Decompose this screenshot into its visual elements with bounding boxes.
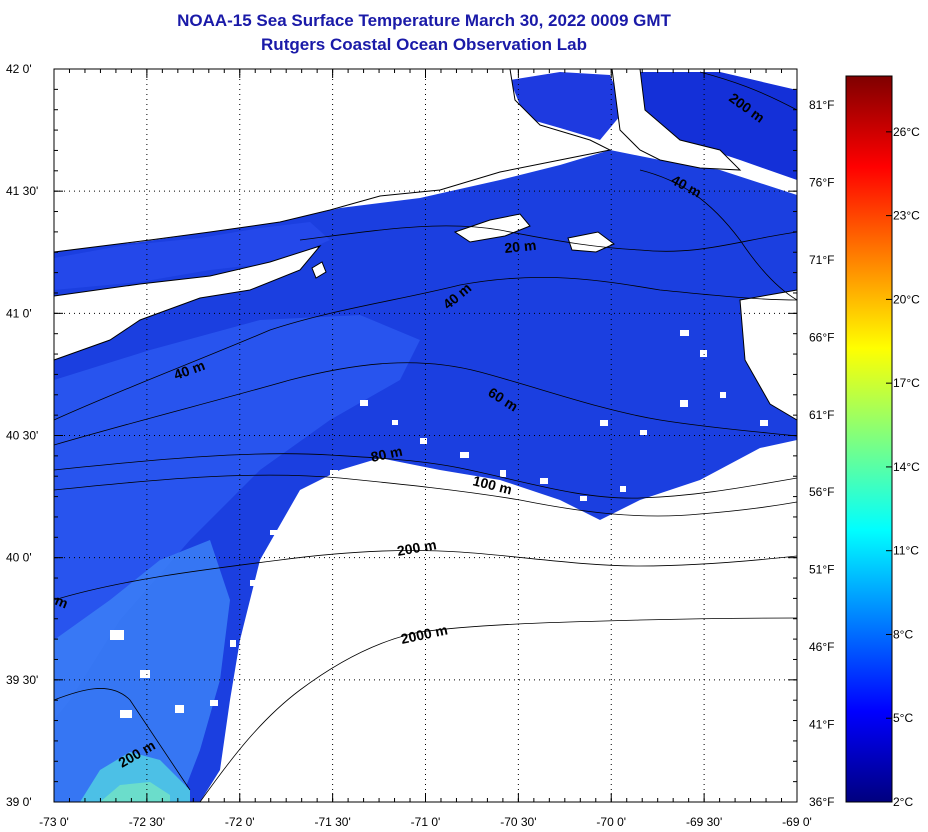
land-connecticut xyxy=(53,68,612,253)
contour-40m xyxy=(54,277,797,421)
landmass xyxy=(53,68,798,421)
fahrenheit-tick-label: 76°F xyxy=(809,175,834,189)
map-title: NOAA-15 Sea Surface Temperature March 30… xyxy=(177,11,671,30)
lon-tick-label: -72 0' xyxy=(225,815,255,829)
colorbar-tick-label: 5°C xyxy=(893,711,913,725)
colorbar xyxy=(845,75,893,803)
lon-tick-label: -69 30' xyxy=(686,815,722,829)
land-cape-cod xyxy=(611,68,742,171)
sst-warm-corner-2 xyxy=(100,782,170,802)
fahrenheit-ticks: 81°F 76°F 71°F 66°F 61°F 56°F 51°F 46°F 41°F 36°F xyxy=(809,98,834,809)
lat-tick-label: 41 30' xyxy=(6,184,38,198)
lon-tick-label: -73 0' xyxy=(39,815,69,829)
contour-200m xyxy=(54,550,797,601)
colorbar-tick-label: 2°C xyxy=(893,795,913,809)
fahrenheit-tick-label: 81°F xyxy=(809,98,834,112)
contour-40m-ne xyxy=(639,169,797,301)
fahrenheit-tick-label: 51°F xyxy=(809,563,834,577)
contour-80m xyxy=(54,453,797,499)
land-block-island xyxy=(311,261,327,279)
contour-label-80m: 80 m xyxy=(369,443,404,465)
colorbar-tick-label: 17°C xyxy=(893,376,920,390)
contour-200m-sw xyxy=(54,688,191,791)
lon-tick-label: -69 0' xyxy=(782,815,812,829)
fahrenheit-tick-label: 41°F xyxy=(809,718,834,732)
contour-label-200m: 200 m xyxy=(396,536,438,559)
fahrenheit-tick-label: 46°F xyxy=(809,640,834,654)
lon-tick-label: -71 0' xyxy=(411,815,441,829)
sst-warm-corner xyxy=(80,752,190,802)
lat-tick-label: 41 0' xyxy=(6,306,32,320)
colorbar-tick-label: 11°C xyxy=(893,544,919,558)
contour-200m-ne xyxy=(699,71,797,111)
land-gulf-of-maine-east xyxy=(739,289,798,421)
contour-label-20m: 20 m xyxy=(504,237,537,256)
colorbar-tick-label: 20°C xyxy=(893,292,920,306)
fahrenheit-tick-label: 66°F xyxy=(809,330,834,344)
land-long-island xyxy=(53,245,322,361)
colorbar-tick-label: 23°C xyxy=(893,209,920,223)
colorbar-tick-label: 14°C xyxy=(893,460,920,474)
lat-tick-label: 39 0' xyxy=(6,795,32,809)
fahrenheit-tick-label: 61°F xyxy=(809,408,834,422)
contour-2000m xyxy=(199,617,797,802)
longitude-ticks: -73 0' -72 30' -72 0' -71 30' -71 0' -70 30' -… xyxy=(39,69,812,829)
lat-tick-label: 40 0' xyxy=(6,551,32,565)
contour-60m xyxy=(54,362,797,446)
contour-20m xyxy=(299,225,797,252)
bathymetry-contours xyxy=(54,71,797,802)
lon-tick-label: -72 30' xyxy=(129,815,165,829)
lon-tick-label: -70 0' xyxy=(596,815,626,829)
graticule-grid xyxy=(54,69,797,802)
sst-cape-cod-bay xyxy=(510,72,625,140)
colorbar-tick-label: 26°C xyxy=(893,125,920,139)
lat-tick-label: 42 0' xyxy=(6,62,32,76)
contour-label-m-west: m xyxy=(53,592,71,612)
colorbar-ticks: 2°C 5°C 8°C 11°C 14°C 17°C 20°C 23°C 26°C xyxy=(886,125,920,809)
sst-gulf-of-maine-edge xyxy=(640,72,797,180)
sst-long-island-sound xyxy=(54,222,330,290)
land-marthas-vineyard xyxy=(453,213,531,243)
sst-shelf-band xyxy=(54,315,420,720)
no-data-offshore xyxy=(240,500,797,802)
contour-100m xyxy=(54,474,797,517)
lat-tick-label: 39 30' xyxy=(6,673,38,687)
colorbar-tick-label: 8°C xyxy=(893,627,913,641)
latitude-ticks: 42 0' 41 30' 41 0' 40 30' 40 0' 39 30' 39 0' xyxy=(6,62,797,809)
fahrenheit-tick-label: 71°F xyxy=(809,253,834,267)
fahrenheit-tick-label: 56°F xyxy=(809,485,834,499)
map-subtitle: Rutgers Coastal Ocean Observation Lab xyxy=(261,35,587,54)
fahrenheit-tick-label: 36°F xyxy=(809,795,834,809)
lon-tick-label: -71 30' xyxy=(314,815,350,829)
lon-tick-label: -70 30' xyxy=(500,815,536,829)
lat-tick-label: 40 30' xyxy=(6,429,38,443)
cloud-speckle xyxy=(110,330,777,718)
